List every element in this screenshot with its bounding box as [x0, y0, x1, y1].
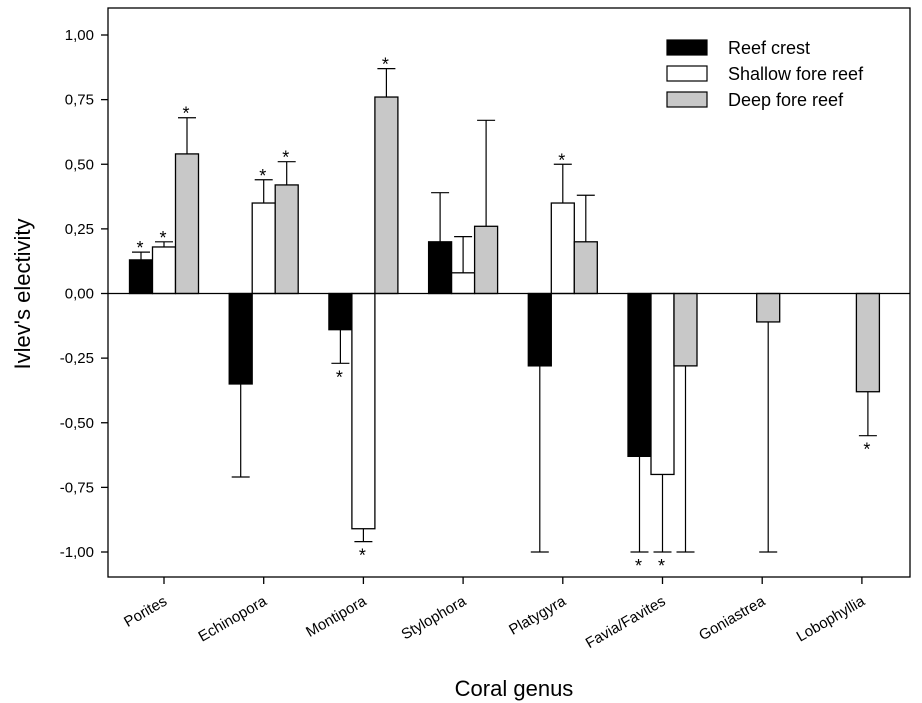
x-category-label: Goniastrea	[696, 592, 769, 644]
x-category-label: Porites	[121, 593, 170, 631]
y-tick-label: -0,25	[60, 350, 94, 367]
x-category-label: Lobophyllia	[794, 592, 869, 645]
bar	[550, 202, 575, 295]
bar	[274, 184, 299, 295]
y-tick-label: 1,00	[65, 27, 94, 44]
legend-swatch	[666, 65, 708, 82]
significance-marker: *	[182, 104, 189, 124]
y-axis-title: Ivlev's electivity	[10, 219, 35, 370]
bar	[228, 292, 253, 385]
legend-swatch	[666, 91, 708, 108]
bar	[427, 241, 453, 295]
legend-label: Shallow fore reef	[728, 64, 864, 84]
bar	[174, 153, 200, 295]
plot-frame	[107, 7, 911, 578]
x-axis-title: Coral genus	[455, 676, 574, 701]
y-tick-label: 0,25	[65, 221, 94, 238]
legend-label: Reef crest	[728, 38, 810, 58]
significance-marker: *	[159, 228, 166, 248]
significance-marker: *	[635, 556, 642, 576]
significance-marker: *	[863, 440, 870, 460]
bar	[128, 259, 154, 295]
x-category-label: Favia/Favites	[583, 593, 669, 652]
x-category-label: Stylophora	[398, 592, 469, 643]
significance-marker: *	[259, 166, 266, 186]
significance-marker: *	[558, 150, 565, 170]
significance-marker: *	[282, 148, 289, 168]
y-tick-label: 0,75	[65, 92, 94, 109]
x-category-label: Platygyra	[506, 592, 569, 638]
bar	[573, 241, 598, 295]
significance-marker: *	[136, 238, 143, 258]
bar	[151, 246, 177, 295]
legend-swatch	[666, 39, 708, 56]
x-category-label: Echinopora	[195, 592, 270, 645]
bar	[650, 292, 675, 476]
bar	[328, 292, 353, 331]
significance-marker: *	[658, 556, 665, 576]
bar	[673, 292, 698, 367]
significance-marker: *	[382, 55, 389, 75]
bar	[251, 202, 276, 295]
y-tick-label: -0,75	[60, 479, 94, 496]
y-tick-label: -1,00	[60, 544, 94, 561]
bar	[351, 292, 376, 530]
legend-label: Deep fore reef	[728, 90, 844, 110]
bar	[756, 292, 781, 323]
bar	[374, 96, 399, 295]
y-tick-label: 0,50	[65, 156, 94, 173]
bar	[450, 272, 476, 295]
bar	[473, 225, 499, 295]
bar	[627, 292, 652, 458]
legend: Reef crest Shallow fore reef Deep fore ree…	[666, 38, 864, 110]
bars-group: * * * * * * * * * * * *	[128, 55, 881, 576]
y-tick-label: 0,00	[65, 286, 94, 303]
significance-marker: *	[359, 546, 366, 566]
significance-marker: *	[336, 367, 343, 387]
bar	[855, 292, 881, 393]
x-category-label: Montipora	[303, 592, 370, 640]
bar	[527, 292, 552, 367]
y-tick-label: -0,50	[60, 415, 94, 432]
